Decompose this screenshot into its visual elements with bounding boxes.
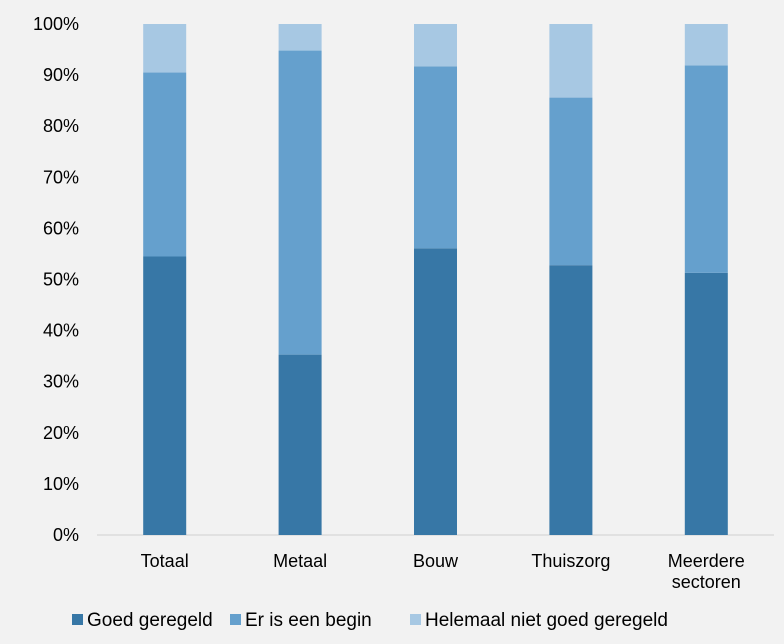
x-tick-label: Totaal [141, 551, 189, 571]
y-tick-label: 80% [43, 116, 79, 136]
y-tick-label: 60% [43, 218, 79, 238]
bar-segment [143, 256, 187, 535]
y-tick-label: 40% [43, 321, 79, 341]
bar-segment [549, 24, 593, 98]
legend-swatch [410, 614, 421, 625]
bar-segment [414, 248, 457, 536]
y-tick-label: 100% [33, 14, 79, 34]
bar-segment [549, 265, 593, 535]
bar-segment [414, 24, 457, 67]
bar-segment [143, 24, 187, 73]
bar-segment [684, 65, 728, 273]
legend-label: Helemaal niet goed geregeld [425, 610, 668, 631]
bar-segment [278, 354, 322, 535]
y-tick-label: 90% [43, 65, 79, 85]
bar-segment [549, 97, 593, 266]
y-tick-label: 20% [43, 423, 79, 443]
bar-segment [278, 50, 322, 355]
legend-label: Goed geregeld [87, 610, 213, 631]
y-tick-label: 50% [43, 270, 79, 290]
y-tick-label: 0% [53, 525, 79, 545]
legend-label: Er is een begin [245, 610, 372, 631]
legend-swatch [230, 614, 241, 625]
x-tick-label: Meerdere [668, 551, 745, 571]
y-tick-label: 70% [43, 167, 79, 187]
bar-segment [684, 272, 728, 535]
y-tick-label: 30% [43, 372, 79, 392]
bar-segment [414, 66, 457, 249]
x-tick-label: sectoren [672, 572, 741, 592]
x-tick-label: Bouw [413, 551, 459, 571]
bar-segment [278, 24, 322, 51]
bar-segment [684, 24, 728, 66]
x-tick-label: Thuiszorg [531, 551, 610, 571]
legend-swatch [72, 614, 83, 625]
x-tick-label: Metaal [273, 551, 327, 571]
bar-segment [143, 72, 187, 257]
y-tick-label: 10% [43, 474, 79, 494]
